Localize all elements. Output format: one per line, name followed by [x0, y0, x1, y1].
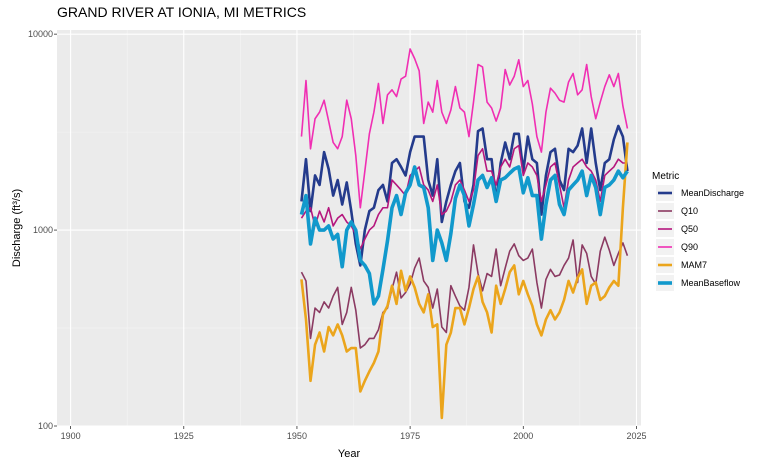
x-tick-label: 2000	[513, 431, 533, 441]
y-tick-label: 1000	[33, 225, 53, 235]
legend-label: Q10	[681, 206, 698, 216]
legend-title: Metric	[652, 171, 679, 182]
series-line-q10	[300, 236, 629, 349]
legend: Metric MeanDischarge Q10 Q50 Q90 MAM7 MeanBas…	[652, 171, 744, 291]
x-tick-label: 1975	[400, 431, 420, 441]
grid-major	[57, 30, 641, 427]
x-tick-label: 1925	[174, 431, 194, 441]
x-axis-title: Year	[338, 448, 361, 460]
y-axis-title: Discharge (ft³/s)	[11, 189, 23, 267]
x-tick-label: 2025	[626, 431, 646, 441]
series-line-mam7	[300, 142, 629, 420]
y-tick-label: 100	[38, 421, 53, 431]
y-axis: 100 1000 10000	[28, 29, 57, 431]
legend-label: MeanBaseflow	[681, 278, 741, 288]
y-tick-label: 10000	[28, 29, 53, 39]
legend-label: Q50	[681, 224, 698, 234]
legend-items: MeanDischarge Q10 Q50 Q90 MAM7 MeanBaseflow	[656, 185, 744, 291]
x-tick-label: 1950	[287, 431, 307, 441]
legend-label: MeanDischarge	[681, 188, 744, 198]
legend-label: Q90	[681, 242, 698, 252]
series-line-meanbaseflow	[299, 165, 629, 306]
x-axis: 1900 1925 1950 1975 2000 2025	[61, 426, 646, 441]
series-line-q90	[300, 48, 629, 209]
series-layer	[299, 48, 629, 420]
chart-title: GRAND RIVER AT IONIA, MI METRICS	[57, 4, 306, 20]
x-tick-label: 1900	[61, 431, 81, 441]
legend-label: MAM7	[681, 260, 707, 270]
